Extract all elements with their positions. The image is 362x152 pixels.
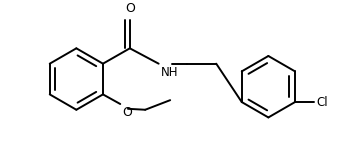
Text: NH: NH bbox=[161, 66, 178, 79]
Text: O: O bbox=[122, 106, 132, 119]
Text: O: O bbox=[125, 2, 135, 15]
Text: Cl: Cl bbox=[316, 96, 328, 109]
